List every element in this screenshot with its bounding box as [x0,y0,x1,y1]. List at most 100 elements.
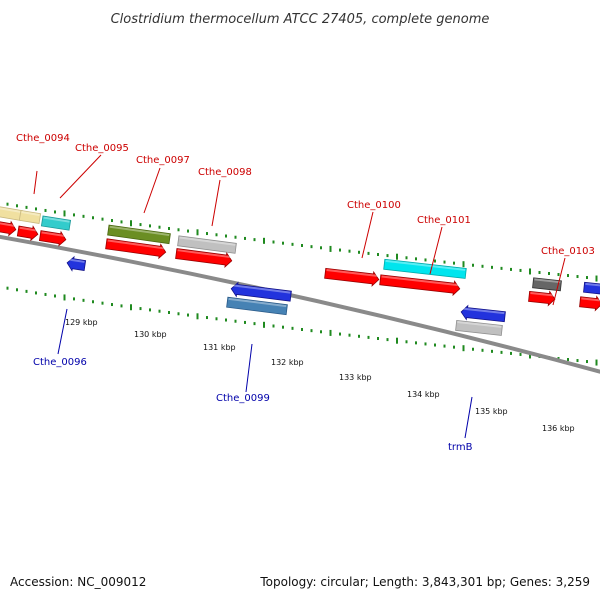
track-dot [139,307,142,311]
gene-block-edge[interactable] [583,281,600,295]
gene-label-cthe-0097[interactable]: Cthe_0097 [136,155,190,166]
track-dot [472,263,474,267]
cds-arrow[interactable] [38,229,67,247]
gene-block-cthe-0098[interactable] [177,235,237,254]
track-dot [386,254,389,258]
kbp-tick-labels: 129 kbp 130 kbp 131 kbp 132 kbp 133 kbp … [65,318,575,433]
track-dot [16,288,18,292]
track-dot [320,246,322,250]
gene-label-cthe-0095[interactable]: Cthe_0095 [75,143,129,154]
cds-arrow-reverse[interactable] [230,281,292,303]
track-dot [472,347,474,351]
track-dot [377,253,379,257]
track-dot [301,327,303,331]
cds-arrow-highlight [581,297,600,302]
tick-label: 135 kbp [475,407,508,416]
gene-block-cthe-0097[interactable] [107,224,171,245]
track-dot [263,237,265,244]
gene-block-cthe-0094-shape [0,205,24,222]
track-dot [348,333,351,337]
track-dot [272,324,275,328]
track-dot [44,292,47,296]
track-dot [225,234,227,238]
gene-label-cthe-0096[interactable]: Cthe_0096 [33,357,87,368]
track-dot [187,229,189,233]
gene-labels: Cthe_0094 Cthe_0095 Cthe_0097 Cthe_0098 … [16,133,595,453]
track-dot [367,335,370,339]
cds-arrow[interactable] [579,295,600,312]
gene-block-edge-shape [583,281,600,295]
gene-block-cthe-0103[interactable] [532,277,562,292]
track-dot [101,301,104,305]
cds-arrow-reverse[interactable] [460,304,506,324]
gene-label-cthe-0094[interactable]: Cthe_0094 [16,133,70,144]
gene-label-trmb[interactable]: trmB [448,442,473,453]
accession-text: Accession: NC_009012 [10,575,146,589]
track-dot [120,304,123,308]
cds-arrow[interactable] [105,237,167,260]
gene-block-cthe-0097-highlight [109,225,170,237]
gene-block-cthe-0098-highlight [179,236,236,246]
gene-block-cthe-0099-highlight [228,297,287,308]
track-dot [462,261,465,268]
gene-block-cthe-0094-highlight [0,206,22,214]
track-dot [548,272,550,276]
track-dot [234,235,237,239]
track-dot [6,202,9,206]
tick-label: 129 kbp [65,318,98,327]
track-dot [424,258,427,262]
gene-arrow-cthe-0096[interactable] [66,255,87,273]
gene-label-cthe-0099[interactable]: Cthe_0099 [216,393,270,404]
track-dot [415,341,417,345]
track-dot [519,268,522,272]
gene-block-cthe-0095[interactable] [40,215,72,231]
cds-arrow-highlight [381,275,460,287]
gene-block-cthe-0099[interactable] [226,296,288,316]
track-dot [301,243,303,247]
track-dot [35,207,37,211]
track-dot [206,232,208,236]
track-dot [63,294,66,301]
cds-arrow-shape [528,290,556,307]
track-dot [149,224,151,228]
cds-arrow-highlight [19,226,38,232]
gene-label-cthe-0098[interactable]: Cthe_0098 [198,167,252,178]
gene-block-cthe-0094[interactable] [0,205,24,222]
gene-label-cthe-0100[interactable]: Cthe_0100 [347,200,401,211]
cds-arrow-highlight [177,249,232,259]
cds-arrow[interactable] [175,247,233,268]
track-dot [491,265,493,269]
cds-arrow-highlight [107,239,166,250]
track-dot [130,220,132,227]
gene-block-cthe-0095-shape [40,215,72,231]
gene-block-cthe-0094b[interactable] [18,209,42,224]
gene-label-cthe-0101[interactable]: Cthe_0101 [417,215,471,226]
cds-arrow[interactable] [528,289,556,307]
genome-summary: Topology: circular; Length: 3,843,301 bp… [259,575,590,589]
cds-arrow[interactable] [0,219,17,237]
track-dot [206,316,208,320]
gene-block-trmb-shape [455,319,503,336]
track-dot [6,286,9,290]
track-dot [196,229,199,236]
gene-block-cthe-0101[interactable] [383,258,467,279]
cds-arrow[interactable] [16,224,39,242]
tick-label: 132 kbp [271,358,304,367]
track-dot [253,238,256,242]
gene-label-cthe-0103[interactable]: Cthe_0103 [541,246,595,257]
track-dot [405,256,408,260]
cds-arrow[interactable] [379,273,461,297]
track-dot [320,330,322,334]
gene-block-cthe-0101-shape [383,258,467,279]
track-dot [225,318,227,322]
cds-arrow-highlight [326,268,379,278]
cds-arrow[interactable] [324,266,380,287]
track-dot [101,217,104,221]
track-dot [396,253,398,260]
gene-block-trmb[interactable] [455,319,503,336]
tick-label: 134 kbp [407,390,440,399]
track-dot [424,342,427,346]
track-dot [443,344,446,348]
track-dot [130,304,132,311]
